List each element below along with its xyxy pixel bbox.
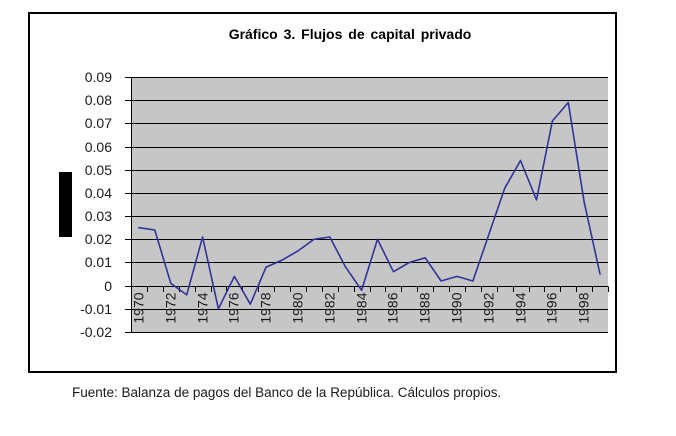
y-tick-label: 0.04 (84, 185, 112, 201)
y-tick-label: 0.01 (84, 254, 112, 270)
y-tick-label: 0.06 (84, 139, 112, 155)
x-tick-label: 1982 (321, 292, 338, 324)
x-tick-label: 1978 (257, 292, 274, 324)
redacted-y-axis-title-block (59, 172, 72, 237)
y-tick-label: 0.02 (84, 231, 112, 247)
x-tick-label: 1986 (384, 292, 401, 324)
chart-title: Gráfico 3. Flujos de capital privado (228, 26, 472, 42)
x-tick-label: 1990 (448, 292, 465, 324)
data-line-series (138, 101, 601, 310)
y-tick-label: -0.01 (80, 301, 112, 317)
x-tick-label: 1994 (512, 292, 529, 324)
plot-area (131, 77, 608, 332)
x-tick-label: 1998 (575, 292, 592, 324)
y-tick-label: 0.03 (84, 208, 112, 224)
x-tick-label: 1970 (130, 292, 147, 324)
x-tick-label: 1992 (480, 292, 497, 324)
x-tick-label: 1976 (225, 292, 242, 324)
y-tick-label: 0 (104, 278, 112, 294)
y-tick-label: -0.02 (80, 324, 112, 340)
y-tick-label: 0.05 (84, 162, 112, 178)
y-tick-label: 0.07 (84, 115, 112, 131)
y-tick-label: 0.09 (84, 69, 112, 85)
x-tick-label: 1972 (162, 292, 179, 324)
x-tick-label: 1980 (289, 292, 306, 324)
y-tick-label: 0.08 (84, 92, 112, 108)
x-tick-label: 1984 (353, 292, 370, 324)
x-tick-label: 1974 (194, 292, 211, 324)
x-tick-label: 1996 (543, 292, 560, 324)
source-note: Fuente: Balanza de pagos del Banco de la… (72, 385, 502, 400)
x-tick-label: 1988 (416, 292, 433, 324)
